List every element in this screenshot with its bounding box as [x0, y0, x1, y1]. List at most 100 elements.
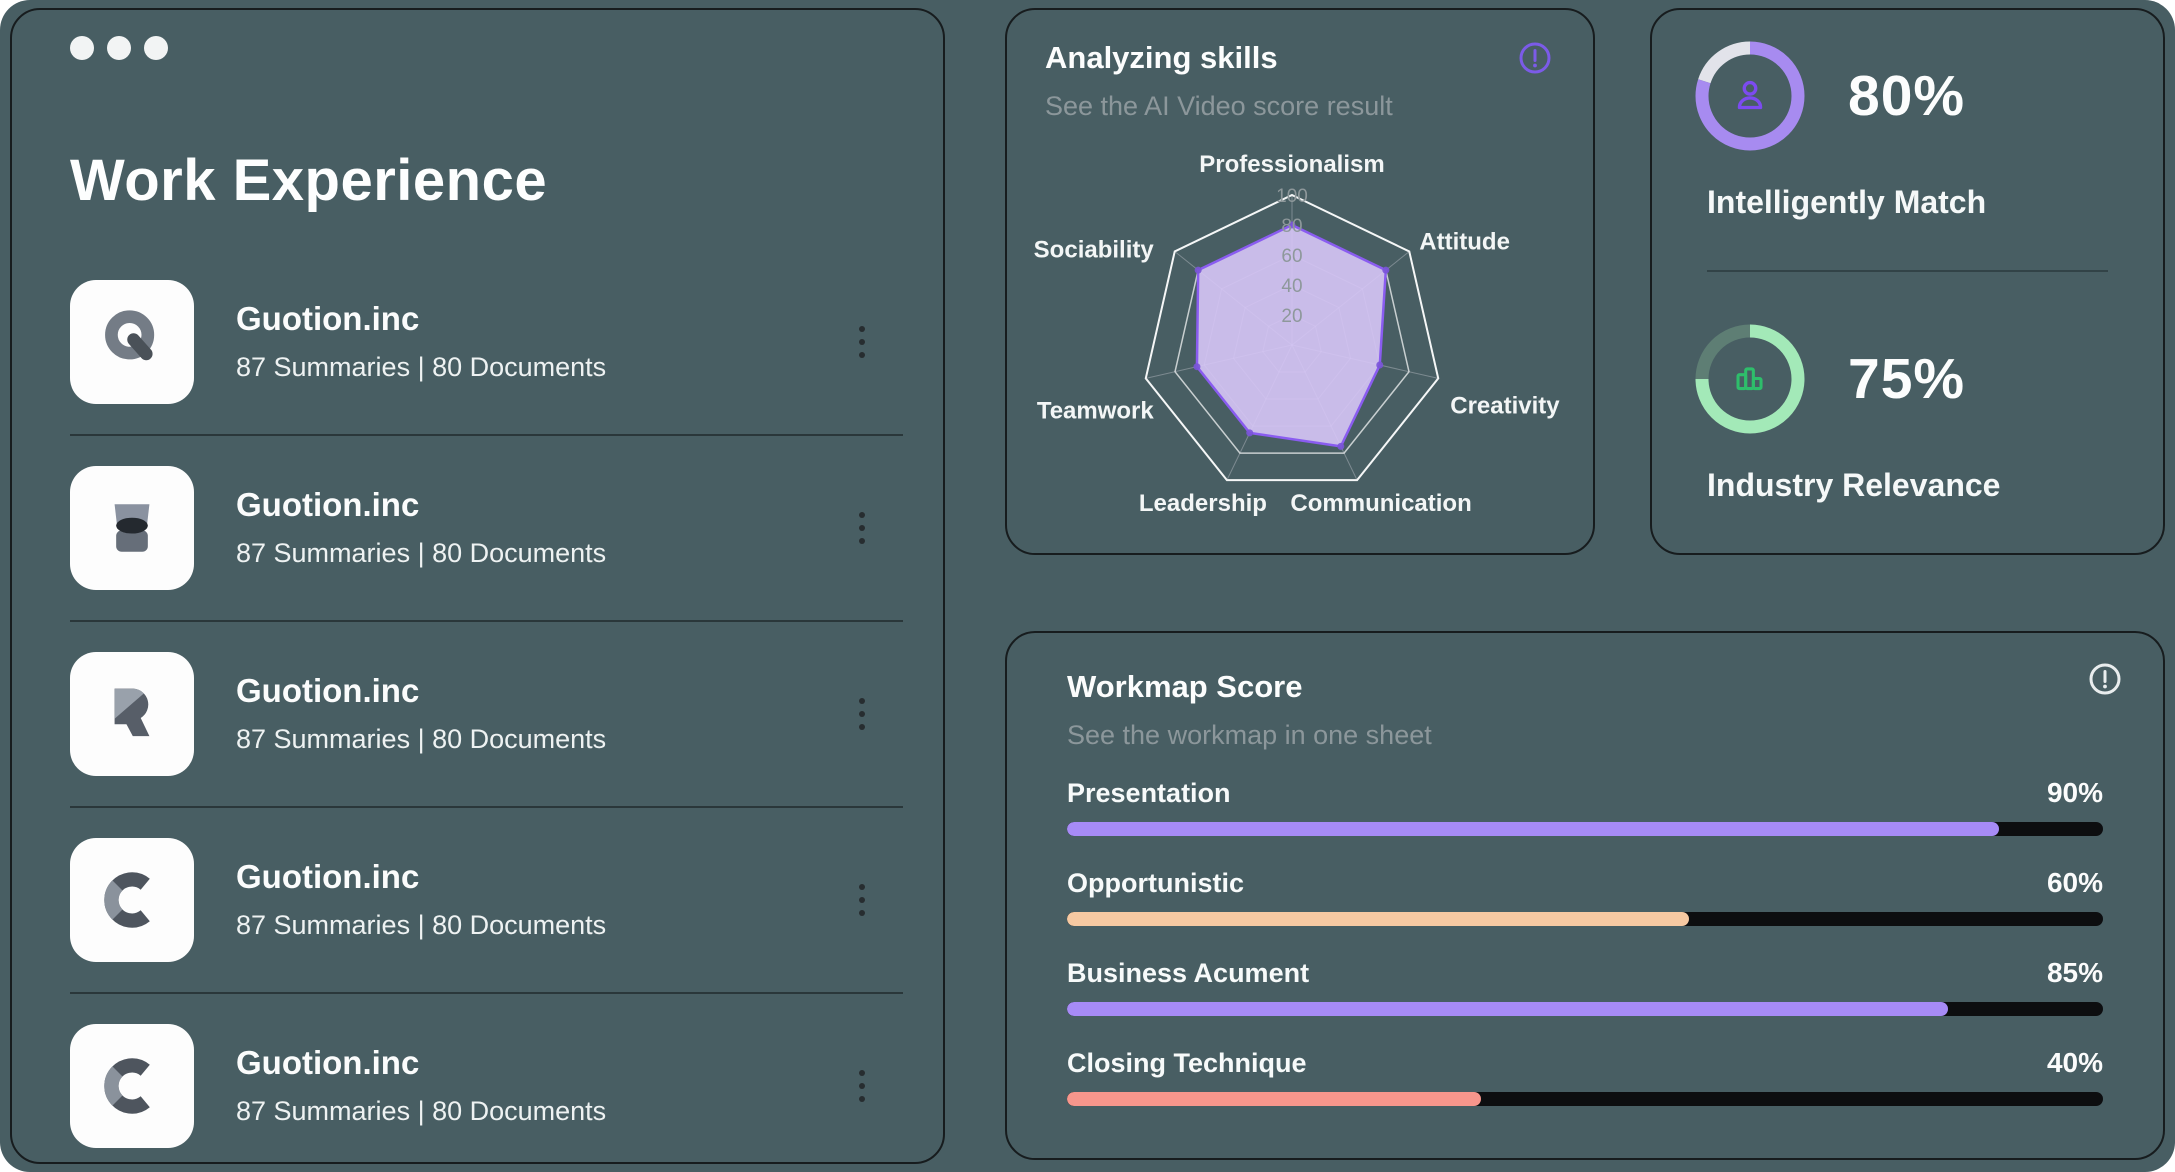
radar-vertex-dot	[1337, 442, 1345, 450]
radar-tick-label: 20	[1281, 306, 1302, 327]
radar-vertex-dot	[1288, 221, 1296, 229]
score-value: 60%	[2046, 866, 2103, 898]
info-icon[interactable]	[2087, 661, 2123, 697]
progress-ring	[1694, 323, 1806, 435]
r-logo-icon	[114, 688, 150, 737]
radar-category-label: Communication	[1290, 490, 1471, 517]
progress-bar-fill	[1067, 911, 1689, 926]
row-menu-kebab-icon[interactable]	[847, 1064, 877, 1108]
company-name: Guotion.inc	[236, 300, 420, 338]
progress-bar-fill	[1067, 1001, 1948, 1016]
q-logo-icon	[105, 310, 155, 361]
score-bar-group: Opportunistic 60%	[1067, 867, 2103, 926]
row-menu-kebab-icon[interactable]	[847, 692, 877, 736]
radar-category-label: Professionalism	[1199, 151, 1384, 178]
company-name: Guotion.inc	[236, 486, 420, 524]
score-label: Presentation	[1067, 777, 1231, 808]
metric-card: 75% Industry Relevance	[1652, 270, 2163, 504]
company-logo-tile	[70, 1024, 194, 1148]
progress-ring	[1694, 40, 1806, 152]
work-experience-list: Guotion.inc 87 Summaries | 80 Documents …	[70, 250, 903, 1172]
window-dot-icon[interactable]	[107, 36, 131, 60]
score-value: 40%	[2046, 1046, 2103, 1078]
score-bar-group: Closing Technique 40%	[1067, 1047, 2103, 1106]
radar-tick-label: 100	[1276, 186, 1308, 207]
work-experience-row[interactable]: Guotion.inc 87 Summaries | 80 Documents	[70, 436, 903, 622]
score-value: 90%	[2046, 776, 2103, 808]
info-icon[interactable]	[1517, 40, 1553, 76]
company-name: Guotion.inc	[236, 672, 420, 710]
radar-category-label: Sociability	[1034, 236, 1155, 263]
company-logo-tile	[70, 466, 194, 590]
progress-bar-track	[1067, 1091, 2103, 1106]
work-experience-row[interactable]: Guotion.inc 87 Summaries | 80 Documents	[70, 250, 903, 436]
radar-category-label: Leadership	[1139, 490, 1267, 517]
progress-bar-track	[1067, 911, 2103, 926]
person-icon	[1737, 80, 1763, 110]
radar-vertex-dot	[1246, 429, 1254, 437]
workmap-score-panel: Workmap Score See the workmap in one she…	[1005, 631, 2165, 1160]
c-logo-icon	[104, 872, 150, 928]
row-menu-kebab-icon[interactable]	[847, 506, 877, 550]
company-meta: 87 Summaries | 80 Documents	[236, 351, 607, 382]
radar-vertex-dot	[1193, 363, 1201, 371]
metric-value: 75%	[1848, 347, 1966, 411]
window-dot-icon[interactable]	[144, 36, 168, 60]
score-label: Closing Technique	[1067, 1047, 1307, 1078]
company-meta: 87 Summaries | 80 Documents	[236, 1095, 607, 1126]
row-menu-kebab-icon[interactable]	[847, 320, 877, 364]
row-menu-kebab-icon[interactable]	[847, 878, 877, 922]
company-meta: 87 Summaries | 80 Documents	[236, 909, 607, 940]
workmap-subtitle: See the workmap in one sheet	[1067, 719, 1432, 750]
company-name: Guotion.inc	[236, 1044, 420, 1082]
work-experience-panel: Work Experience Guotion.inc 87 Summaries…	[10, 8, 945, 1164]
analyzing-skills-title: Analyzing skills	[1045, 40, 1278, 75]
company-name: Guotion.inc	[236, 858, 420, 896]
metric-value: 80%	[1848, 64, 1966, 128]
window-traffic-dots	[70, 36, 903, 60]
radar-data-polygon	[1195, 223, 1388, 448]
radar-vertex-dot	[1376, 361, 1384, 369]
score-bar-group: Presentation 90%	[1067, 777, 2103, 836]
window-dot-icon[interactable]	[70, 36, 94, 60]
company-logo-tile	[70, 652, 194, 776]
radar-tick-label: 60	[1281, 246, 1302, 267]
analyzing-skills-subtitle: See the AI Video score result	[1045, 90, 1393, 121]
metric-label: Intelligently Match	[1707, 184, 1987, 220]
hourglass-logo-icon	[114, 504, 150, 552]
metric-card: 80% Intelligently Match	[1652, 10, 2163, 270]
progress-bar-fill	[1067, 821, 2000, 836]
score-label: Opportunistic	[1067, 867, 1244, 898]
radar-vertex-dot	[1382, 266, 1390, 274]
match-metrics-panel: 80% Intelligently Match 75%	[1650, 8, 2165, 555]
company-logo-tile	[70, 280, 194, 404]
workmap-bars: Presentation 90% Opportunistic 60% Busin…	[1067, 777, 2103, 1106]
c-logo-icon	[104, 1058, 150, 1114]
radar-category-label: Teamwork	[1037, 397, 1155, 424]
progress-bar-fill	[1067, 1091, 1482, 1106]
workmap-title: Workmap Score	[1067, 669, 1303, 704]
page-title: Work Experience	[70, 148, 548, 213]
score-label: Business Acument	[1067, 957, 1310, 988]
radar-tick-label: 40	[1281, 276, 1302, 297]
metric-label: Industry Relevance	[1707, 467, 2001, 503]
work-experience-row[interactable]: Guotion.inc 87 Summaries | 80 Documents	[70, 622, 903, 808]
company-logo-tile	[70, 838, 194, 962]
radar-tick-label: 80	[1281, 216, 1302, 237]
bar-chart-icon	[1736, 367, 1763, 391]
work-experience-row[interactable]: Guotion.inc 87 Summaries | 80 Documents	[70, 994, 903, 1172]
progress-bar-track	[1067, 1001, 2103, 1016]
score-value: 85%	[2046, 956, 2103, 988]
radar-vertex-dot	[1194, 266, 1202, 274]
radar-grid-ring	[1144, 193, 1440, 482]
divider	[1707, 270, 2108, 272]
score-bar-group: Business Acument 85%	[1067, 957, 2103, 1016]
analyzing-skills-panel: Analyzing skills See the AI Video score …	[1005, 8, 1595, 555]
radar-category-label: Attitude	[1419, 228, 1510, 255]
company-meta: 87 Summaries | 80 Documents	[236, 537, 607, 568]
skills-radar-chart: 20 40 60 80 100 Professionalism Attitude Creati…	[1007, 136, 1597, 556]
work-experience-row[interactable]: Guotion.inc 87 Summaries | 80 Documents	[70, 808, 903, 994]
progress-bar-track	[1067, 821, 2103, 836]
radar-grid-ring	[1174, 224, 1410, 454]
